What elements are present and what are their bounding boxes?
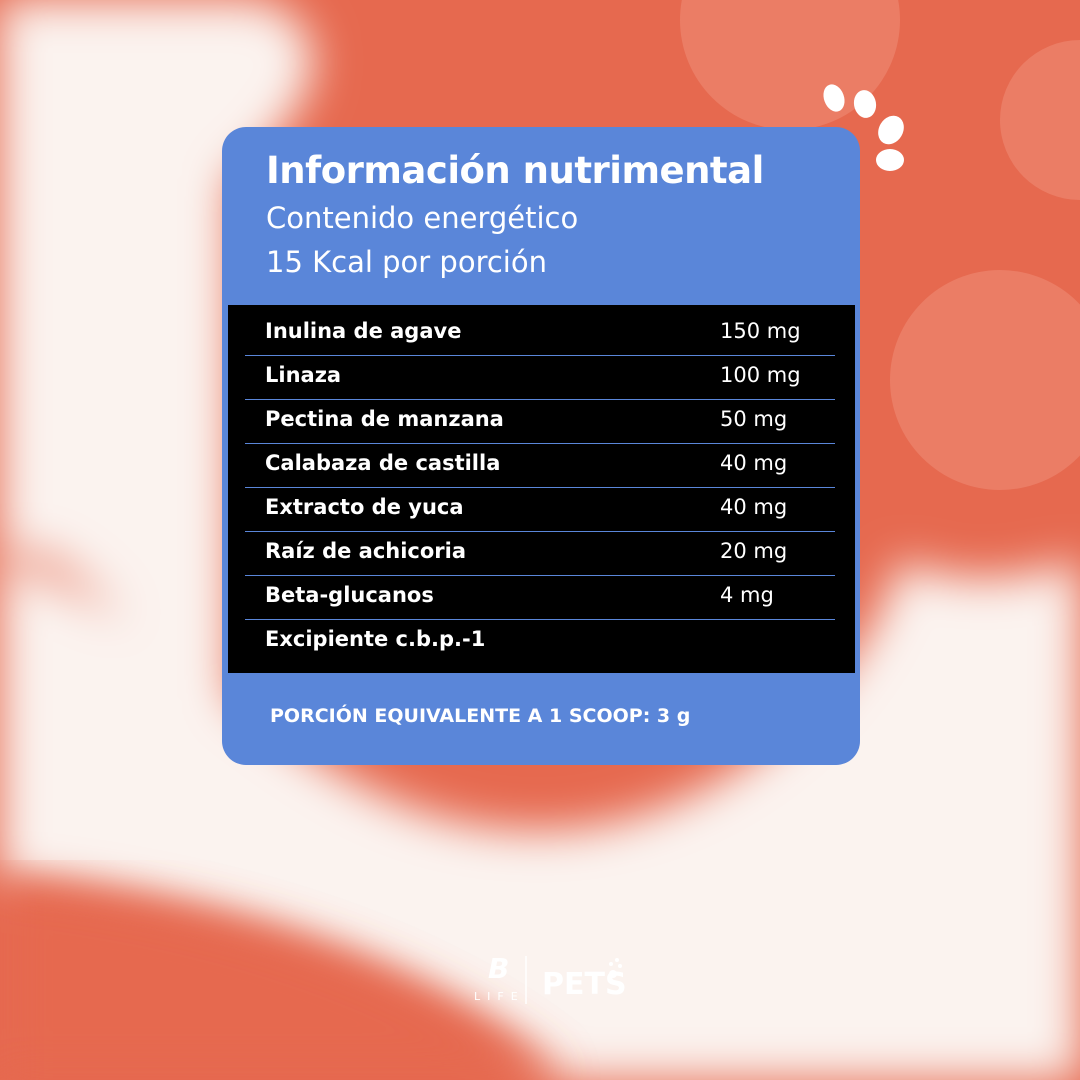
paw-icon — [609, 958, 622, 978]
ingredient: Calabaza de castilla — [265, 451, 501, 475]
amount: 150 mg — [720, 319, 801, 343]
ingredient: Linaza — [265, 363, 342, 387]
table-row: Inulina de agave 150 mg — [245, 311, 835, 356]
table-row: Excipiente c.b.p.-1 — [245, 619, 835, 663]
nutrition-card: Información nutrimental Contenido energé… — [222, 127, 860, 765]
logo: B LIFE PETS — [474, 952, 627, 1004]
table-row: Raíz de achicoria 20 mg — [245, 531, 835, 576]
title: Información nutrimental — [266, 149, 764, 192]
amount: 4 mg — [720, 583, 774, 607]
table-row: Extracto de yuca 40 mg — [245, 487, 835, 532]
table-row: Beta-glucanos 4 mg — [245, 575, 835, 620]
ingredient: Pectina de manzana — [265, 407, 504, 431]
amount: 20 mg — [720, 539, 788, 563]
logo-mark: B — [488, 952, 509, 985]
amount: 50 mg — [720, 407, 788, 431]
ingredient: Raíz de achicoria — [265, 539, 467, 563]
serving-note: PORCIÓN EQUIVALENTE A 1 SCOOP: 3 g — [270, 705, 691, 727]
table-row: Calabaza de castilla 40 mg — [245, 443, 835, 488]
table-row: Linaza 100 mg — [245, 355, 835, 400]
ingredient: Excipiente c.b.p.-1 — [265, 627, 486, 651]
subtitle: Contenido energético — [266, 201, 579, 235]
ingredient: Inulina de agave — [265, 319, 462, 343]
table-row: Pectina de manzana 50 mg — [245, 399, 835, 444]
amount: 100 mg — [720, 363, 801, 387]
ingredient: Extracto de yuca — [265, 495, 464, 519]
amount: 40 mg — [720, 451, 788, 475]
logo-brand: LIFE — [474, 990, 525, 1003]
energy: 15 Kcal por porción — [266, 245, 547, 279]
amount: 40 mg — [720, 495, 788, 519]
nutrition-table: Inulina de agave 150 mg Linaza 100 mg Pectin… — [228, 305, 855, 673]
ingredient: Beta-glucanos — [265, 583, 434, 607]
